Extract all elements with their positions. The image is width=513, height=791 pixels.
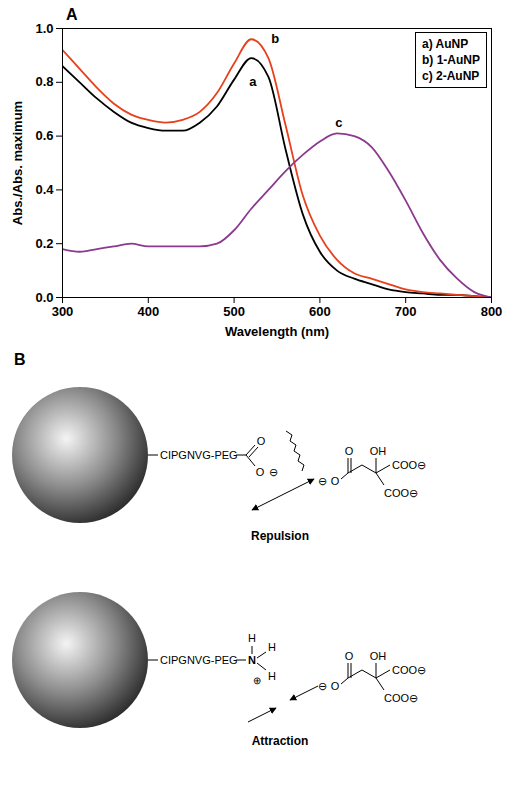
svg-text:⊕: ⊕ xyxy=(253,675,261,686)
html-text:a) AuNP: a) AuNP xyxy=(422,37,469,51)
svg-text:Repulsion: Repulsion xyxy=(251,529,309,543)
svg-text:700: 700 xyxy=(395,304,417,319)
svg-text:H: H xyxy=(268,670,276,682)
svg-text:a: a xyxy=(249,74,257,89)
svg-text:OH: OH xyxy=(370,650,387,662)
svg-text:500: 500 xyxy=(223,304,245,319)
svg-text:COO⊖: COO⊖ xyxy=(392,459,426,471)
svg-text:O: O xyxy=(345,445,354,457)
svg-text:N: N xyxy=(248,654,256,666)
svg-text:Attraction: Attraction xyxy=(252,734,309,748)
svg-text:H: H xyxy=(248,632,256,644)
svg-text:600: 600 xyxy=(309,304,331,319)
svg-text:O: O xyxy=(331,475,340,487)
html-text:c) 2-AuNP: c) 2-AuNP xyxy=(422,69,480,83)
svg-text:300: 300 xyxy=(52,304,74,319)
svg-text:H: H xyxy=(268,641,276,653)
svg-text:0.8: 0.8 xyxy=(35,74,53,89)
svg-text:0.6: 0.6 xyxy=(35,128,53,143)
svg-text:O: O xyxy=(257,435,266,447)
svg-text:c: c xyxy=(335,115,342,130)
svg-text:CIPGNVG-PEG: CIPGNVG-PEG xyxy=(160,449,238,461)
svg-text:0.4: 0.4 xyxy=(35,182,54,197)
svg-text:CIPGNVG-PEG: CIPGNVG-PEG xyxy=(160,654,238,666)
html-text:A: A xyxy=(66,6,78,23)
svg-text:400: 400 xyxy=(137,304,159,319)
svg-text:COO⊖: COO⊖ xyxy=(392,664,426,676)
svg-text:1.0: 1.0 xyxy=(35,21,53,36)
svg-text:OH: OH xyxy=(370,445,387,457)
svg-text:Wavelength (nm): Wavelength (nm) xyxy=(225,324,329,339)
svg-text:⊖: ⊖ xyxy=(269,466,278,478)
svg-text:⊖: ⊖ xyxy=(318,475,327,487)
svg-text:O: O xyxy=(345,650,354,662)
svg-text:0.2: 0.2 xyxy=(35,236,53,251)
svg-text:0.0: 0.0 xyxy=(35,290,53,305)
svg-text:COO⊖: COO⊖ xyxy=(384,487,418,499)
svg-text:O: O xyxy=(256,466,265,478)
svg-text:COO⊖: COO⊖ xyxy=(384,692,418,704)
svg-text:b: b xyxy=(271,31,279,46)
svg-text:B: B xyxy=(14,351,26,368)
svg-text:O: O xyxy=(331,680,340,692)
svg-text:Abs./Abs. maximum: Abs./Abs. maximum xyxy=(10,101,25,225)
svg-text:⊖: ⊖ xyxy=(318,680,327,692)
html-text:b) 1-AuNP: b) 1-AuNP xyxy=(422,53,480,67)
svg-text:800: 800 xyxy=(481,304,503,319)
